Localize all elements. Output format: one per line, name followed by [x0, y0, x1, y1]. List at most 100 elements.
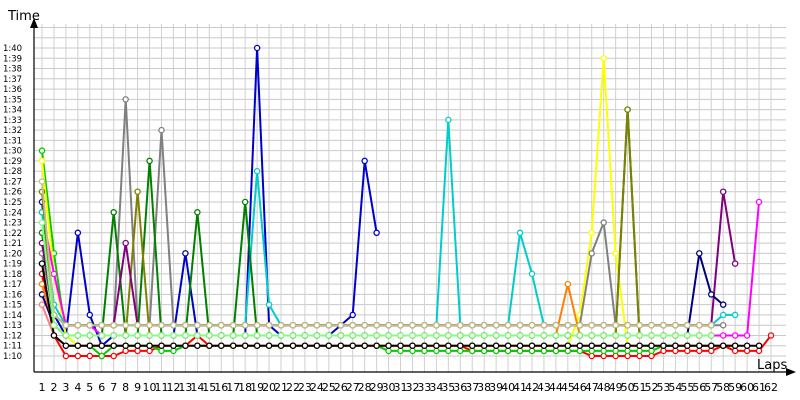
x-tick-label: 51	[633, 381, 647, 394]
x-tick-label: 9	[134, 381, 141, 394]
data-point	[349, 311, 356, 319]
data-point	[684, 342, 691, 349]
x-tick-label: 47	[585, 381, 599, 394]
data-point	[385, 332, 392, 339]
data-point	[194, 332, 201, 339]
data-point	[218, 332, 225, 339]
data-point	[660, 321, 667, 329]
data-point	[409, 321, 416, 329]
data-point	[433, 321, 440, 329]
x-tick-labels: 1 2 3 4 5 6 7 8 9 1011121314151617181920212223242…	[39, 381, 779, 394]
data-point	[409, 347, 416, 355]
data-point	[707, 321, 715, 329]
data-point	[660, 347, 667, 355]
x-tick-label: 45	[561, 381, 575, 394]
data-point	[528, 332, 536, 339]
data-point	[253, 342, 261, 349]
x-tick-label: 46	[573, 381, 587, 394]
y-tick-labels: 1:101:111:121:131:141:151:161:171:181:19…	[3, 44, 22, 362]
data-point	[38, 147, 46, 154]
data-point	[707, 347, 715, 355]
data-point	[600, 332, 607, 339]
data-point	[767, 332, 775, 339]
data-point	[600, 219, 607, 226]
data-point	[600, 352, 607, 360]
data-point	[301, 332, 309, 339]
x-tick-label: 18	[238, 381, 252, 394]
x-tick-label: 44	[549, 381, 563, 394]
data-point	[731, 311, 739, 319]
data-point	[528, 342, 536, 349]
data-point	[206, 332, 213, 339]
series	[38, 219, 715, 339]
data-point	[707, 332, 715, 339]
data-point	[134, 342, 141, 349]
data-point	[480, 332, 488, 339]
data-point	[528, 321, 536, 329]
data-point	[492, 332, 500, 339]
x-tick-label: 7	[110, 381, 117, 394]
x-tick-label: 13	[178, 381, 192, 394]
data-point	[648, 332, 655, 339]
data-point	[325, 342, 333, 349]
data-point	[492, 342, 500, 349]
data-point	[648, 352, 655, 360]
x-tick-label: 17	[226, 381, 240, 394]
data-point	[552, 321, 560, 329]
data-point	[445, 332, 452, 339]
data-point	[170, 332, 177, 339]
x-tick-label: 53	[656, 381, 670, 394]
data-point	[277, 332, 285, 339]
data-point	[588, 352, 595, 360]
data-point	[540, 321, 548, 329]
data-point	[38, 219, 46, 226]
data-point	[373, 332, 380, 339]
data-point	[289, 332, 297, 339]
data-point	[218, 342, 225, 349]
data-point	[50, 321, 58, 329]
data-point	[38, 280, 46, 288]
data-point	[337, 321, 345, 329]
axes	[30, 18, 796, 376]
data-point	[421, 332, 428, 339]
data-point	[433, 347, 440, 355]
data-point	[421, 347, 428, 355]
x-tick-label: 41	[513, 381, 527, 394]
data-point	[122, 332, 129, 339]
x-tick-label: 50	[621, 381, 635, 394]
data-point	[624, 342, 631, 349]
data-point	[731, 347, 739, 355]
data-point	[50, 270, 58, 278]
y-tick-label: 1:18	[3, 270, 22, 280]
y-tick-label: 1:20	[3, 249, 22, 259]
y-axis-arrow-icon	[30, 18, 38, 28]
data-point	[457, 342, 464, 349]
y-tick-label: 1:23	[3, 219, 22, 229]
data-point	[277, 342, 285, 349]
data-point	[588, 250, 595, 257]
y-tick-label: 1:35	[3, 95, 22, 105]
data-point	[98, 332, 106, 339]
data-point	[86, 332, 94, 339]
data-point	[504, 332, 512, 339]
data-point	[170, 347, 177, 355]
data-point	[98, 321, 106, 329]
data-point	[719, 188, 727, 195]
y-tick-label: 1:24	[3, 208, 22, 218]
x-tick-label: 35	[441, 381, 455, 394]
data-point	[636, 342, 643, 349]
data-point	[731, 342, 739, 349]
data-point	[624, 321, 631, 329]
data-point	[540, 332, 548, 339]
data-point	[600, 321, 607, 329]
data-point	[277, 321, 285, 329]
data-point	[672, 342, 679, 349]
data-point	[38, 178, 46, 185]
y-tick-label: 1:15	[3, 301, 22, 311]
data-point	[516, 342, 524, 349]
y-tick-label: 1:10	[3, 352, 22, 362]
data-point	[122, 239, 129, 247]
x-tick-label: 8	[122, 381, 129, 394]
data-point	[719, 311, 727, 319]
data-point	[588, 347, 595, 355]
